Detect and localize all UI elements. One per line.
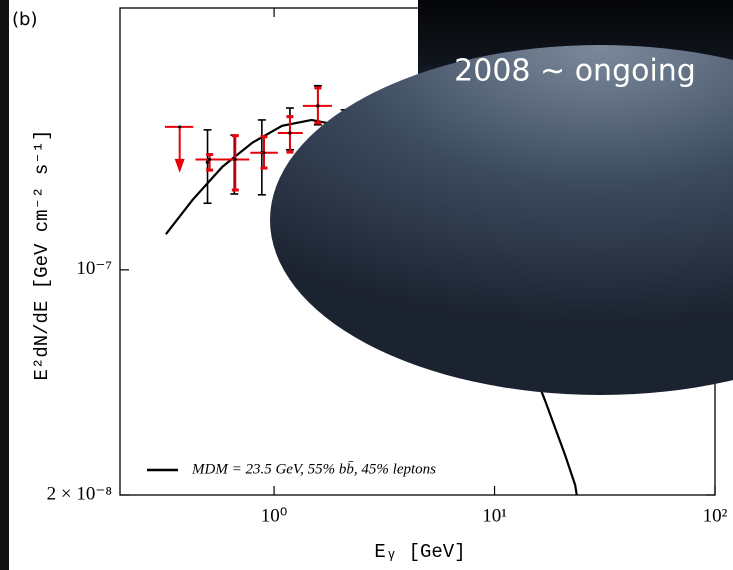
data-point: [233, 158, 237, 162]
data-point: [288, 131, 292, 135]
data-point: [316, 104, 320, 108]
panel-label: (b): [12, 9, 37, 30]
y-tick-label: 2 × 10⁻⁸: [47, 483, 112, 504]
y-axis-label: E²dN/dE [GeV cm⁻² s⁻¹]: [31, 130, 53, 381]
upper-limit-point: [178, 125, 182, 129]
data-point: [205, 160, 210, 164]
data-point: [262, 151, 266, 155]
data-point: [208, 158, 212, 162]
inset-earth: [270, 45, 733, 395]
x-axis-label: Eᵧ [GeV]: [374, 541, 465, 563]
inset-text: 2008 ∼ ongoing: [454, 54, 696, 89]
left-strip: [0, 0, 9, 570]
x-tick-label: 10⁰: [261, 505, 288, 526]
y-tick-label: 10⁻⁷: [76, 258, 112, 279]
x-tick-label: 10¹: [482, 505, 507, 526]
x-tick-label: 10²: [703, 505, 728, 526]
legend-label: MDM = 23.5 GeV, 55% bb̄, 45% leptons: [191, 461, 436, 477]
inset-photo: 2008 ∼ ongoing: [270, 0, 733, 395]
upper-limit-arrowhead: [174, 158, 185, 173]
